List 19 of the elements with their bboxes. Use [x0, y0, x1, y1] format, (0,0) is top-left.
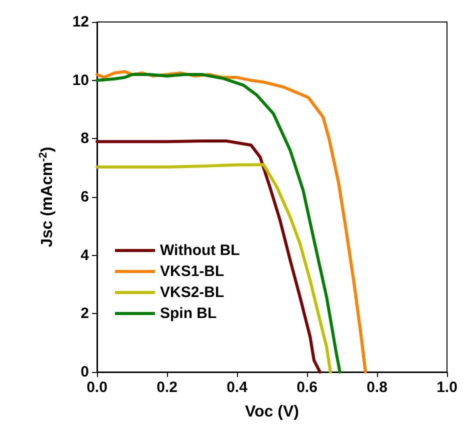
y-tick-label: 0 — [80, 364, 89, 380]
x-axis-title: Voc (V) — [245, 404, 299, 420]
x-tick-label: 0.6 — [296, 379, 318, 396]
legend-label: VKS2-BL — [160, 284, 224, 301]
x-tick-label: 0.8 — [366, 379, 388, 396]
legend-label: Without BL — [160, 242, 240, 259]
legend-label: VKS1-BL — [160, 263, 224, 280]
y-axis-title: Jsc (mAcm-2) — [38, 146, 56, 248]
y-tick-label: 10 — [72, 72, 89, 89]
x-tick-label: 0.2 — [156, 379, 178, 396]
legend-label: Spin BL — [160, 305, 217, 322]
y-tick-label: 4 — [80, 246, 90, 264]
x-tick-label: 0.0 — [86, 379, 108, 396]
y-tick-label: 2 — [80, 305, 89, 322]
y-tick-label: 6 — [80, 188, 89, 206]
x-tick-label: 0.4 — [226, 379, 248, 396]
y-tick-label: 12 — [72, 14, 89, 30]
x-tick-label: 1.0 — [436, 379, 458, 396]
y-tick-label: 8 — [80, 130, 89, 148]
